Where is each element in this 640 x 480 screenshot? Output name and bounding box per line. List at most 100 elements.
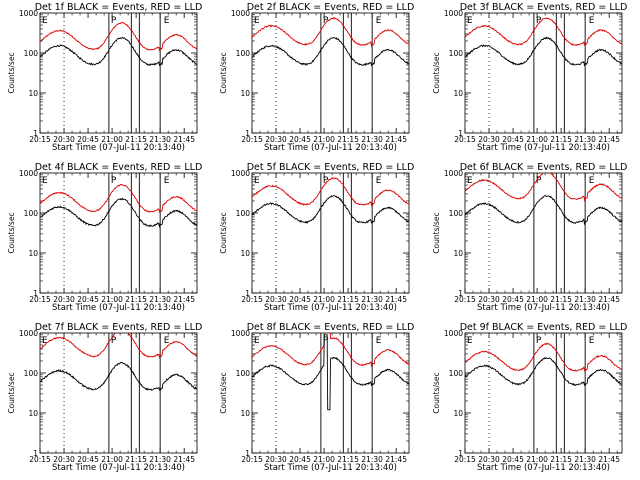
x-axis-label: Start Time (07-Jul-11 20:13:40) [264, 143, 397, 153]
x-tick-label: 20:30 [53, 135, 75, 144]
panel-title: Det 3f BLACK = Events, RED = LLD [460, 2, 628, 13]
events-series-line [252, 334, 409, 411]
y-tick-label: 100 [449, 369, 464, 378]
region-label: E [42, 176, 48, 186]
plot-frame [251, 172, 410, 294]
y-tick-label: 1000 [19, 169, 38, 178]
x-tick-label: 20:45 [77, 295, 99, 304]
events-series-line [40, 197, 197, 228]
y-axis-label: Counts/sec [219, 52, 228, 93]
events-series-line [465, 357, 622, 386]
panel-title: Det 5f BLACK = Events, RED = LLD [247, 162, 415, 173]
lld-series-line [40, 21, 197, 52]
events-series-line [40, 362, 197, 391]
x-tick-label: 21:30 [149, 455, 171, 464]
plot-frame [251, 12, 410, 134]
y-tick-label: 10 [240, 249, 250, 258]
region-label: P [536, 176, 542, 186]
x-axis-label: Start Time (07-Jul-11 20:13:40) [264, 463, 397, 473]
lld-series-line [465, 342, 622, 372]
x-tick-label: 20:45 [502, 295, 524, 304]
x-tick-label: 20:15 [241, 135, 263, 144]
x-tick-label: 21:30 [361, 455, 383, 464]
lld-series-line [252, 176, 409, 207]
x-tick-label: 20:30 [265, 295, 287, 304]
plot-frame [464, 332, 623, 454]
x-tick-label: 20:30 [478, 135, 500, 144]
x-tick-label: 20:30 [53, 295, 75, 304]
y-axis-label: Counts/sec [219, 372, 228, 413]
panel-det-9: Det 9f BLACK = Events, RED = LLD 1 10 100 10… [432, 322, 627, 473]
panel-title: Det 1f BLACK = Events, RED = LLD [35, 2, 203, 13]
x-tick-label: 21:00 [526, 295, 548, 304]
lld-series-line [465, 173, 622, 202]
x-tick-label: 21:00 [101, 295, 123, 304]
region-label: P [111, 176, 117, 186]
x-tick-label: 21:15 [550, 295, 572, 304]
y-tick-label: 1 [33, 129, 38, 138]
x-tick-label: 21:15 [550, 135, 572, 144]
x-tick-label: 21:15 [337, 295, 359, 304]
panel-det-5: Det 5f BLACK = Events, RED = LLD 1 10 100 10… [219, 162, 414, 313]
x-tick-label: 20:45 [77, 135, 99, 144]
y-tick-label: 1 [245, 289, 250, 298]
region-label: P [323, 336, 329, 346]
x-tick-label: 21:15 [337, 135, 359, 144]
y-tick-label: 100 [236, 49, 251, 58]
x-tick-label: 20:45 [502, 455, 524, 464]
x-tick-label: 20:30 [53, 455, 75, 464]
lld-series-line [40, 184, 197, 213]
panel-title: Det 9f BLACK = Events, RED = LLD [460, 322, 628, 333]
x-tick-label: 21:45 [385, 135, 407, 144]
region-label: E [376, 336, 382, 346]
region-label: E [164, 336, 170, 346]
y-tick-label: 1000 [19, 329, 38, 338]
x-tick-label: 21:00 [101, 455, 123, 464]
x-tick-label: 21:45 [385, 455, 407, 464]
region-label: P [536, 336, 542, 346]
x-tick-label: 21:30 [574, 295, 596, 304]
panel-title: Det 7f BLACK = Events, RED = LLD [35, 322, 203, 333]
x-tick-label: 20:30 [478, 455, 500, 464]
y-axis-label: Counts/sec [7, 372, 16, 413]
y-tick-label: 10 [28, 409, 38, 418]
x-tick-label: 20:15 [29, 135, 51, 144]
x-tick-label: 21:00 [526, 135, 548, 144]
y-tick-label: 100 [449, 209, 464, 218]
x-tick-label: 21:30 [361, 135, 383, 144]
x-tick-label: 21:00 [101, 135, 123, 144]
panel-det-4: Det 4f BLACK = Events, RED = LLD 1 10 100 10… [7, 162, 202, 313]
x-tick-label: 21:45 [598, 135, 620, 144]
x-tick-label: 20:15 [29, 295, 51, 304]
x-tick-label: 21:00 [313, 295, 335, 304]
y-tick-label: 10 [453, 89, 463, 98]
x-tick-label: 21:15 [125, 135, 147, 144]
panel-title: Det 4f BLACK = Events, RED = LLD [35, 162, 203, 173]
x-tick-label: 20:30 [265, 455, 287, 464]
y-tick-label: 10 [240, 89, 250, 98]
region-label: E [589, 336, 595, 346]
region-label: P [323, 176, 329, 186]
region-label: P [536, 16, 542, 26]
panel-det-3: Det 3f BLACK = Events, RED = LLD 1 10 100 10… [432, 2, 627, 153]
y-tick-label: 1000 [444, 329, 463, 338]
events-series-line [252, 194, 409, 225]
x-tick-label: 21:15 [337, 455, 359, 464]
y-axis-label: Counts/sec [7, 212, 16, 253]
panel-det-6: Det 6f BLACK = Events, RED = LLD 1 10 100 10… [432, 162, 627, 313]
region-label: E [376, 176, 382, 186]
region-label: E [254, 16, 260, 26]
x-tick-label: 21:45 [173, 455, 195, 464]
y-tick-label: 1 [458, 289, 463, 298]
y-axis-label: Counts/sec [432, 372, 441, 413]
x-tick-label: 21:00 [313, 455, 335, 464]
panel-det-1: Det 1f BLACK = Events, RED = LLD 1 10 100 10… [7, 2, 202, 153]
panel-det-2: Det 2f BLACK = Events, RED = LLD 1 10 100 10… [219, 2, 414, 153]
plot-frame [39, 172, 198, 294]
region-label: P [323, 16, 329, 26]
x-axis-label: Start Time (07-Jul-11 20:13:40) [477, 143, 610, 153]
lld-series-line [40, 333, 197, 359]
region-label: E [589, 176, 595, 186]
plot-frame [464, 12, 623, 134]
y-tick-label: 10 [28, 249, 38, 258]
